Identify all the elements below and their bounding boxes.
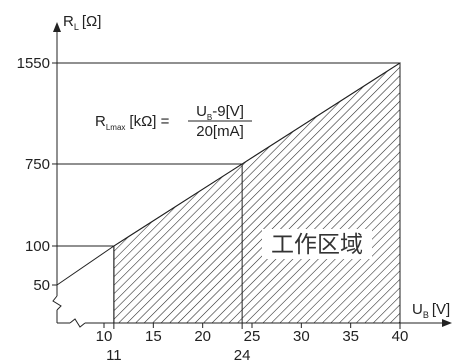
x-tick-extra-label-24: 24 [234, 347, 251, 362]
y-tick-label-50: 50 [33, 277, 50, 294]
series-layer [56, 62, 401, 286]
y-axis-break [52, 295, 62, 311]
x-tick-label-30: 30 [293, 328, 310, 345]
x-axis-title-main: U [412, 301, 423, 318]
formula-lhs: RLmax [kΩ] = [95, 113, 170, 132]
x-axis-arrow [442, 319, 452, 327]
x-tick-label-35: 35 [342, 328, 359, 345]
formula-numerator-main: U [196, 103, 207, 120]
formula-numerator: UB-9[V] [196, 103, 244, 122]
x-tick-label-40: 40 [392, 328, 409, 345]
x-axis-title-unit: [V] [432, 301, 450, 318]
y-tick-label-750: 750 [25, 156, 50, 173]
formula-annotation: RLmax [kΩ] = UB-9[V] 20[mA] [95, 103, 252, 140]
working-region-label: 工作区域 [271, 232, 363, 258]
x-tick-label-25: 25 [244, 328, 261, 345]
y-axis-title-main: R [63, 13, 74, 30]
x-tick-label-10: 10 [96, 328, 113, 345]
y-axis-arrow [53, 22, 61, 32]
working-region-label-bg [262, 229, 372, 259]
x-axis-title-sub: B [423, 310, 429, 320]
y-tick-label-1550: 1550 [17, 55, 50, 72]
formula-numerator-rest: -9[V] [212, 103, 244, 120]
tick-layer: 50 100 750 1550 10 15 20 25 30 35 40 11 24 [17, 55, 409, 362]
formula-lhs-main: R [95, 113, 106, 130]
formula-lhs-unit: [kΩ] = [129, 113, 169, 130]
x-tick-label-15: 15 [145, 328, 162, 345]
y-tick-label-100: 100 [25, 238, 50, 255]
formula-numerator-sub: B [207, 113, 212, 122]
y-axis-title: RL [Ω] [63, 13, 101, 32]
x-tick-extra-label-11: 11 [106, 347, 122, 362]
x-axis-title: UB [V] [412, 301, 450, 320]
y-axis-title-sub: L [74, 22, 79, 32]
guide-lines [57, 62, 401, 329]
formula-denominator: 20[mA] [196, 123, 244, 140]
formula-lhs-sub: Lmax [106, 123, 126, 132]
series-line [56, 62, 401, 286]
x-tick-label-20: 20 [194, 328, 211, 345]
y-axis-title-unit: [Ω] [82, 13, 102, 30]
x-axis-break [69, 318, 86, 328]
